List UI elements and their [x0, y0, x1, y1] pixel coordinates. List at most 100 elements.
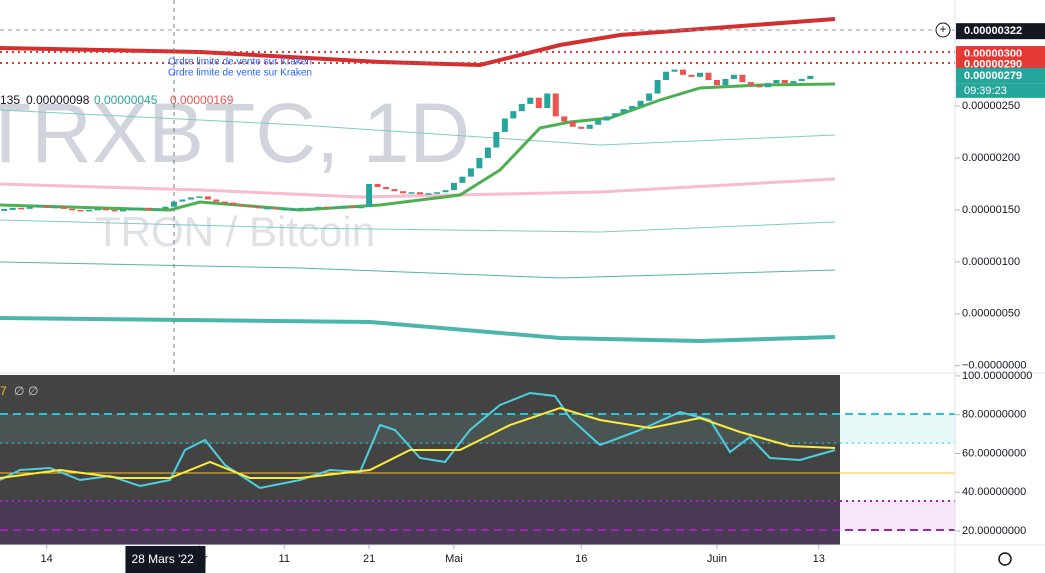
candle [18, 207, 25, 210]
cursor-date-box [125, 546, 206, 573]
x-tick-label: Mai [445, 553, 463, 565]
candle [501, 118, 508, 132]
add-button[interactable] [935, 22, 951, 38]
candle [221, 201, 228, 204]
cursor-date: 28 Mars '22 [131, 552, 194, 566]
candle [739, 74, 746, 83]
candle [518, 103, 525, 112]
rsi-legend: ∅ [14, 384, 24, 398]
candle [493, 131, 500, 148]
legend-value: 0.00000045 [94, 93, 158, 107]
x-tick-label: 16 [575, 553, 587, 565]
rsi-tick-label: 20.00000000 [962, 525, 1026, 537]
countdown-badge [956, 83, 1045, 98]
candle [688, 74, 695, 77]
candle [620, 109, 627, 114]
watermark-name: TRON / Bitcoin [95, 208, 375, 255]
candle [213, 199, 220, 202]
candle [196, 196, 203, 198]
rsi-line [0, 391, 836, 490]
candle [408, 192, 415, 194]
candle [349, 205, 356, 208]
candle [400, 191, 407, 194]
candle [612, 113, 619, 117]
candle [187, 197, 194, 200]
candle [120, 209, 127, 212]
rsi-low-band [0, 500, 840, 545]
candle [697, 72, 703, 77]
candle [807, 75, 814, 79]
candle [332, 206, 339, 209]
candle [722, 78, 729, 86]
candle [730, 74, 737, 79]
candle [552, 93, 559, 117]
candle [162, 206, 169, 209]
candle [713, 80, 720, 86]
candle [204, 196, 211, 200]
candle [603, 116, 610, 121]
candle [671, 69, 678, 72]
candles [1, 69, 814, 212]
price-badge-label: 0.00000322 [964, 25, 1022, 37]
candle [298, 207, 305, 210]
countdown: 09:39:23 [964, 85, 1007, 97]
candle [433, 192, 440, 194]
candle [289, 208, 296, 211]
band-b [0, 219, 836, 233]
candle [417, 192, 423, 195]
x-tick-label: 14 [41, 553, 53, 565]
candle [60, 206, 67, 209]
candle [26, 206, 33, 209]
y-tick-label: 0.00000100 [962, 256, 1020, 268]
candle [569, 121, 576, 127]
candle [137, 207, 143, 210]
candle [654, 80, 661, 94]
candle [77, 209, 84, 212]
candle [86, 209, 93, 212]
add-icon[interactable]: + [939, 22, 946, 36]
candle [94, 208, 101, 211]
settings-icon[interactable] [998, 552, 1012, 566]
y-tick-label: 0.00000200 [962, 152, 1020, 164]
candle [637, 100, 644, 106]
ma-pink [0, 177, 836, 199]
band-a [0, 109, 836, 146]
candle [781, 80, 788, 84]
rsi-tick-label: 40.00000000 [962, 486, 1026, 498]
legend-value: 0.00000098 [26, 93, 90, 107]
candle [467, 168, 474, 177]
candle [773, 80, 780, 84]
y-tick-label: −0.00000000 [962, 360, 1027, 372]
candle [510, 111, 517, 119]
candle [383, 187, 390, 190]
rsi-signal [0, 406, 836, 479]
candle [43, 205, 50, 208]
candle [756, 85, 763, 88]
candle [170, 201, 177, 207]
order-label: Ordre limite de vente sur Kraken [168, 57, 312, 68]
candle [484, 147, 491, 158]
x-tick-label: 21 [363, 553, 375, 565]
candle [646, 93, 653, 101]
rsi-tick-label: 100.00000000 [962, 370, 1032, 382]
candle [230, 202, 237, 205]
candle [272, 207, 279, 210]
rsi-legend: ∅ [28, 384, 38, 398]
candle [52, 206, 59, 209]
y-tick-label: 0.00000150 [962, 204, 1020, 216]
price-badge [956, 23, 1045, 40]
candle [629, 105, 636, 110]
candle [705, 72, 712, 81]
x-tick-label: 13 [813, 553, 825, 565]
watermark-symbol: TRXBTC, 1D [0, 86, 470, 180]
candle [103, 208, 110, 211]
candle [425, 193, 432, 195]
candle [179, 199, 186, 202]
rsi-legend: 7 [0, 384, 7, 398]
candle [315, 206, 322, 209]
candle [357, 206, 364, 209]
candle [663, 71, 670, 81]
candle [111, 209, 118, 212]
